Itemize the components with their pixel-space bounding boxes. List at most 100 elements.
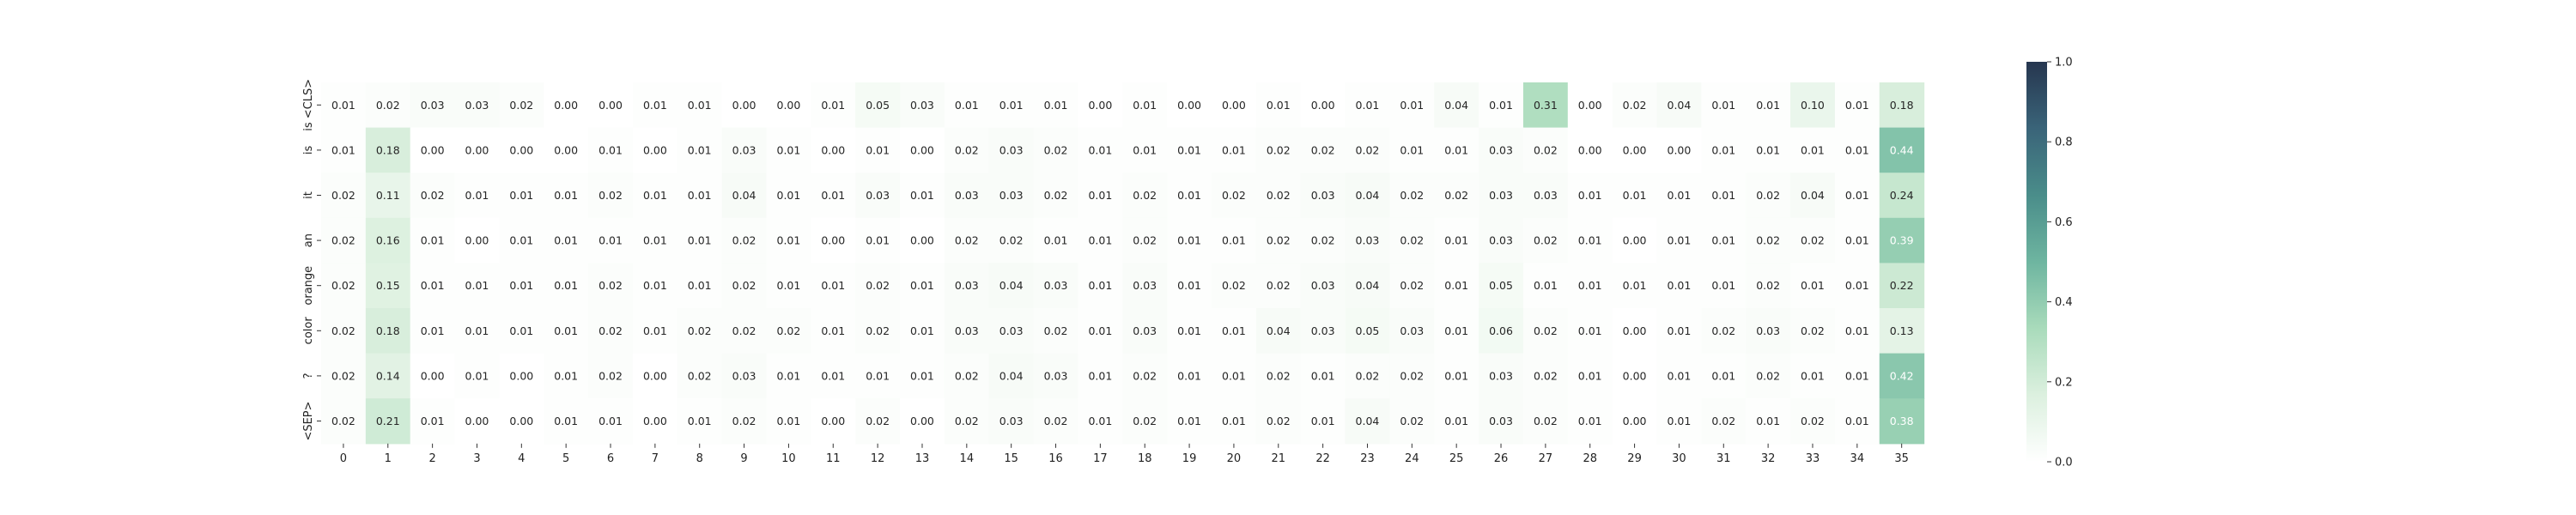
heatmap-cell — [1701, 263, 1747, 309]
cell-value-label: 0.01 — [1088, 143, 1112, 156]
cell-value-label: 0.03 — [732, 369, 756, 382]
heatmap-cell — [988, 308, 1035, 354]
heatmap-cell — [1522, 263, 1569, 309]
x-tick-label: 29 — [1627, 452, 1642, 465]
cell-value-label: 0.01 — [1756, 143, 1780, 156]
cell-value-label: 0.01 — [465, 324, 489, 337]
heatmap-cell — [632, 353, 678, 399]
cell-value-label: 0.03 — [1400, 324, 1424, 337]
heatmap-cell — [811, 217, 856, 264]
x-tick-label: 12 — [871, 452, 885, 465]
cell-value-label: 0.02 — [1400, 189, 1424, 202]
heatmap-cell — [811, 353, 856, 399]
heatmap-cell — [1790, 127, 1836, 173]
cell-value-label: 0.01 — [777, 415, 801, 427]
cell-value-label: 0.02 — [598, 279, 623, 292]
cell-value-label: 0.05 — [866, 99, 890, 112]
heatmap-cell — [721, 263, 768, 309]
cell-value-label: 0.01 — [1845, 369, 1869, 382]
heatmap-cell — [1122, 217, 1168, 264]
heatmap-cell — [721, 173, 768, 219]
cell-value-label: 0.02 — [1044, 189, 1068, 202]
cell-value-label: 0.02 — [1311, 143, 1335, 156]
heatmap-cell — [1167, 173, 1212, 219]
cell-value-label: 0.02 — [1623, 99, 1647, 112]
cell-value-label: 0.24 — [1890, 189, 1914, 202]
cell-value-label: 0.01 — [1668, 369, 1692, 382]
heatmap-cell — [1300, 353, 1346, 399]
heatmap-cell — [1300, 398, 1346, 445]
heatmap-cell — [1434, 308, 1479, 354]
cell-value-label: 0.01 — [1845, 415, 1869, 427]
heatmap-cell — [1656, 217, 1702, 264]
heatmap-cell — [677, 263, 723, 309]
cell-value-label: 0.02 — [1400, 369, 1424, 382]
cell-value-label: 0.42 — [1890, 369, 1914, 382]
cell-value-label: 0.00 — [1222, 99, 1246, 112]
heatmap-cell — [410, 82, 456, 129]
cell-value-label: 0.04 — [1267, 324, 1291, 337]
heatmap-cell — [1389, 398, 1435, 445]
heatmap-cell — [365, 263, 411, 309]
y-tick-label: <SEP> — [302, 401, 315, 440]
heatmap-cell — [1879, 127, 1925, 173]
heatmap-cell — [677, 173, 723, 219]
heatmap-cell — [1300, 127, 1346, 173]
heatmap-cell — [1033, 217, 1079, 264]
heatmap-cell — [677, 308, 723, 354]
heatmap-cell — [1078, 82, 1123, 129]
cell-value-label: 0.02 — [955, 369, 979, 382]
cell-value-label: 0.01 — [1222, 143, 1246, 156]
heatmap-cell — [365, 82, 411, 129]
cell-value-label: 0.03 — [955, 189, 979, 202]
cell-value-label: 0.01 — [1711, 99, 1735, 112]
y-tick-label: ? — [302, 373, 315, 379]
cell-value-label: 0.01 — [643, 99, 667, 112]
heatmap-cell — [721, 82, 768, 129]
heatmap-cell — [721, 308, 768, 354]
heatmap-cell — [321, 82, 367, 129]
cell-value-label: 0.02 — [421, 189, 445, 202]
cell-value-label: 0.00 — [910, 415, 934, 427]
heatmap-cell — [544, 353, 589, 399]
heatmap-cell — [1212, 308, 1257, 354]
cell-value-label: 0.00 — [421, 369, 445, 382]
cell-value-label: 0.11 — [376, 189, 400, 202]
cell-value-label: 0.01 — [643, 189, 667, 202]
cell-value-label: 0.01 — [643, 324, 667, 337]
cell-value-label: 0.16 — [376, 234, 400, 247]
heatmap-cell — [1834, 173, 1880, 219]
heatmap-cell — [365, 217, 411, 264]
cell-value-label: 0.03 — [999, 415, 1024, 427]
cell-value-label: 0.01 — [1222, 324, 1246, 337]
heatmap-cell — [1212, 398, 1257, 445]
heatmap-cell — [766, 217, 811, 264]
heatmap-cell — [1834, 263, 1880, 309]
heatmap-cell — [1300, 308, 1346, 354]
cell-value-label: 0.03 — [955, 324, 979, 337]
heatmap-cell-labels: 0.01 0.02 0.03 0.03 0.02 0.00 0.00 0.01 0.01 0.00… — [331, 99, 1914, 427]
cell-value-label: 0.03 — [999, 143, 1024, 156]
cell-value-label: 0.01 — [1578, 415, 1602, 427]
cell-value-label: 0.02 — [955, 143, 979, 156]
x-axis: 0 1 2 3 4 5 6 7 8 9 10 11 12 13 14 15 16 17 18 19 20 21 22 23 24… — [340, 443, 1909, 465]
cell-value-label: 0.01 — [1801, 279, 1825, 292]
heatmap-cell — [721, 127, 768, 173]
heatmap-cell — [1746, 353, 1791, 399]
cell-value-label: 0.01 — [421, 279, 445, 292]
x-tick-label: 1 — [385, 452, 392, 465]
cell-value-label: 0.01 — [598, 143, 623, 156]
cell-value-label: 0.02 — [955, 234, 979, 247]
cell-value-label: 0.02 — [1400, 415, 1424, 427]
cell-value-label: 0.18 — [376, 324, 400, 337]
cell-value-label: 0.18 — [1890, 99, 1914, 112]
cell-value-label: 0.01 — [821, 99, 845, 112]
heatmap-cell — [1345, 127, 1390, 173]
cell-value-label: 0.01 — [955, 99, 979, 112]
colorbar-tick-label: 0.0 — [2055, 457, 2073, 470]
heatmap-cell — [1033, 263, 1079, 309]
cell-value-label: 0.01 — [1444, 415, 1468, 427]
cell-value-label: 0.01 — [1801, 143, 1825, 156]
heatmap-cell — [1078, 263, 1123, 309]
